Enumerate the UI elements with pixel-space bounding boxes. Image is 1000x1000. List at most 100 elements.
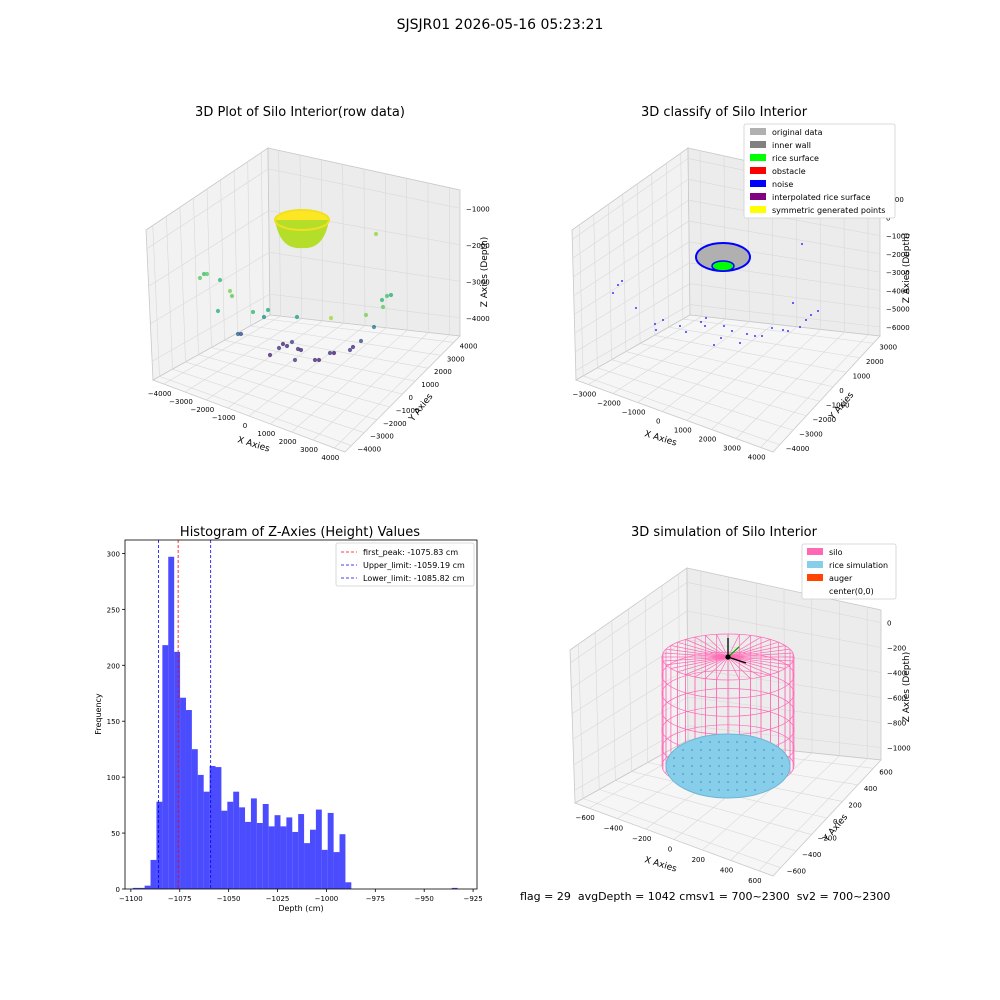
hist-y-tick-label: 300 xyxy=(107,550,120,558)
hist-bar xyxy=(144,885,151,889)
cls-x-tick: 3000 xyxy=(723,445,741,453)
sim-rice-dot xyxy=(745,781,747,783)
hist-bar xyxy=(138,887,145,889)
sim-legend xyxy=(801,543,897,600)
classify-noise-point xyxy=(713,344,715,346)
cls-xgrid-back xyxy=(723,155,726,319)
sim-silo-roof-spoke xyxy=(727,656,740,680)
classify-noise-point xyxy=(805,319,807,321)
sim-z-tick: −200 xyxy=(887,645,906,653)
sim-silo-roof-spoke xyxy=(727,639,771,658)
sim-legend-label: center(0,0) xyxy=(829,587,874,596)
classify-legend-label: rice surface xyxy=(772,154,819,163)
sim-rice-dot xyxy=(709,757,711,759)
raw-ygrid-floor xyxy=(263,318,454,343)
raw-y-tick: −1000 xyxy=(396,407,420,415)
classify-noise-point xyxy=(771,327,773,329)
cls-x-tick: 0 xyxy=(656,418,660,426)
raw-ygrid-floor xyxy=(250,325,441,356)
sim-rice-dot xyxy=(727,741,729,743)
sim-rice-dot xyxy=(772,773,774,775)
hist-x-tick-label: −1100 xyxy=(119,895,143,903)
cls-ygrid-left xyxy=(622,194,627,352)
hist-y-label: Frequency xyxy=(94,693,103,735)
classify-legend xyxy=(743,123,896,219)
raw-point xyxy=(280,341,286,347)
raw-x-tick: −2000 xyxy=(190,406,214,414)
raw-bowl xyxy=(274,209,330,249)
classify-noise-point xyxy=(704,325,706,327)
raw-point xyxy=(204,271,210,277)
cls-zgrid-back xyxy=(689,304,881,328)
cls-ygrid-left xyxy=(651,173,655,336)
hist-bar xyxy=(298,814,305,889)
cls-x-tick: 4000 xyxy=(748,454,766,462)
raw-ygrid-left xyxy=(247,161,251,326)
classify-noise-point xyxy=(801,243,803,245)
classify-noise-point xyxy=(782,329,784,331)
cls-ygrid-left xyxy=(636,183,641,344)
sim-y-tick: −600 xyxy=(787,868,806,876)
hist-legend xyxy=(335,542,475,587)
sim-rice-dot xyxy=(709,789,711,791)
hist-bar xyxy=(292,831,299,889)
sim-rice-dot xyxy=(736,789,738,791)
sim-y-tick: −200 xyxy=(818,835,837,843)
raw-y-tick: −4000 xyxy=(357,446,381,454)
sim-rice-dot xyxy=(709,773,711,775)
raw-x-tick: −1000 xyxy=(212,414,236,422)
hist-bar xyxy=(333,852,340,889)
sim-rice-dot xyxy=(754,781,756,783)
hist-bar xyxy=(132,887,139,889)
classify-noise-point xyxy=(685,331,687,333)
figure-title: SJSJR01 2026-05-16 05:23:21 xyxy=(396,17,604,33)
raw-x-tick: 2000 xyxy=(279,438,297,446)
raw-point xyxy=(379,297,385,303)
sim-legend-label: silo xyxy=(829,548,843,557)
cls-xgrid-floor xyxy=(637,321,750,403)
sim-zgrid-left xyxy=(572,668,688,740)
sim-x-tick: 200 xyxy=(692,856,705,864)
raw-point xyxy=(371,324,377,330)
raw-point xyxy=(373,231,379,237)
sim-rice-dot xyxy=(709,749,711,751)
cls-y-tick: 2000 xyxy=(866,358,884,366)
raw-ygrid-left xyxy=(220,179,225,341)
classify-noise-point xyxy=(799,326,801,328)
cls-z-tick: −2000 xyxy=(886,251,910,259)
raw-title: 3D Plot of Silo Interior(row data) xyxy=(195,105,405,120)
sim-rice-dot xyxy=(709,741,711,743)
hist-x-tick-label: −925 xyxy=(463,895,482,903)
sim-rice-dot xyxy=(700,773,702,775)
raw-point xyxy=(363,312,369,318)
hist-y-tick-label: 100 xyxy=(107,774,120,782)
cls-x-tick: −2000 xyxy=(597,400,621,408)
cls-ygrid-floor xyxy=(654,335,847,373)
sim-legend-swatch xyxy=(807,561,823,568)
cls-ygrid-floor xyxy=(611,359,807,417)
raw-zgrid-left xyxy=(148,210,269,287)
raw-z-tick: −1000 xyxy=(466,205,490,213)
cls-z-tick: −6000 xyxy=(886,324,910,332)
sim-zgrid-left xyxy=(573,696,688,766)
sim-silo-roof-spoke xyxy=(685,639,729,658)
sim-x-ticks: −600 −400 −200 0 200 400 600 xyxy=(576,814,762,885)
sim-y-tick: 200 xyxy=(848,801,861,809)
raw-point xyxy=(327,350,333,356)
raw-point xyxy=(227,288,233,294)
sim-ygrid-left xyxy=(678,573,681,745)
classify-noise-point xyxy=(705,317,707,319)
sim-rice-dot xyxy=(691,757,693,759)
sim-y-tick: −400 xyxy=(802,851,821,859)
sim-zgrid-left xyxy=(574,725,689,791)
cls-x-tick: −3000 xyxy=(572,391,596,399)
cls-z-tick: −3000 xyxy=(886,269,910,277)
raw-ygrid-floor xyxy=(211,347,403,395)
sim-rice-dot xyxy=(718,749,720,751)
hist-bar xyxy=(209,765,216,889)
hist-bar xyxy=(339,834,346,889)
sim-rice-dot xyxy=(781,757,783,759)
cls-xgrid-floor xyxy=(662,323,774,412)
sim-rice-dot xyxy=(727,789,729,791)
